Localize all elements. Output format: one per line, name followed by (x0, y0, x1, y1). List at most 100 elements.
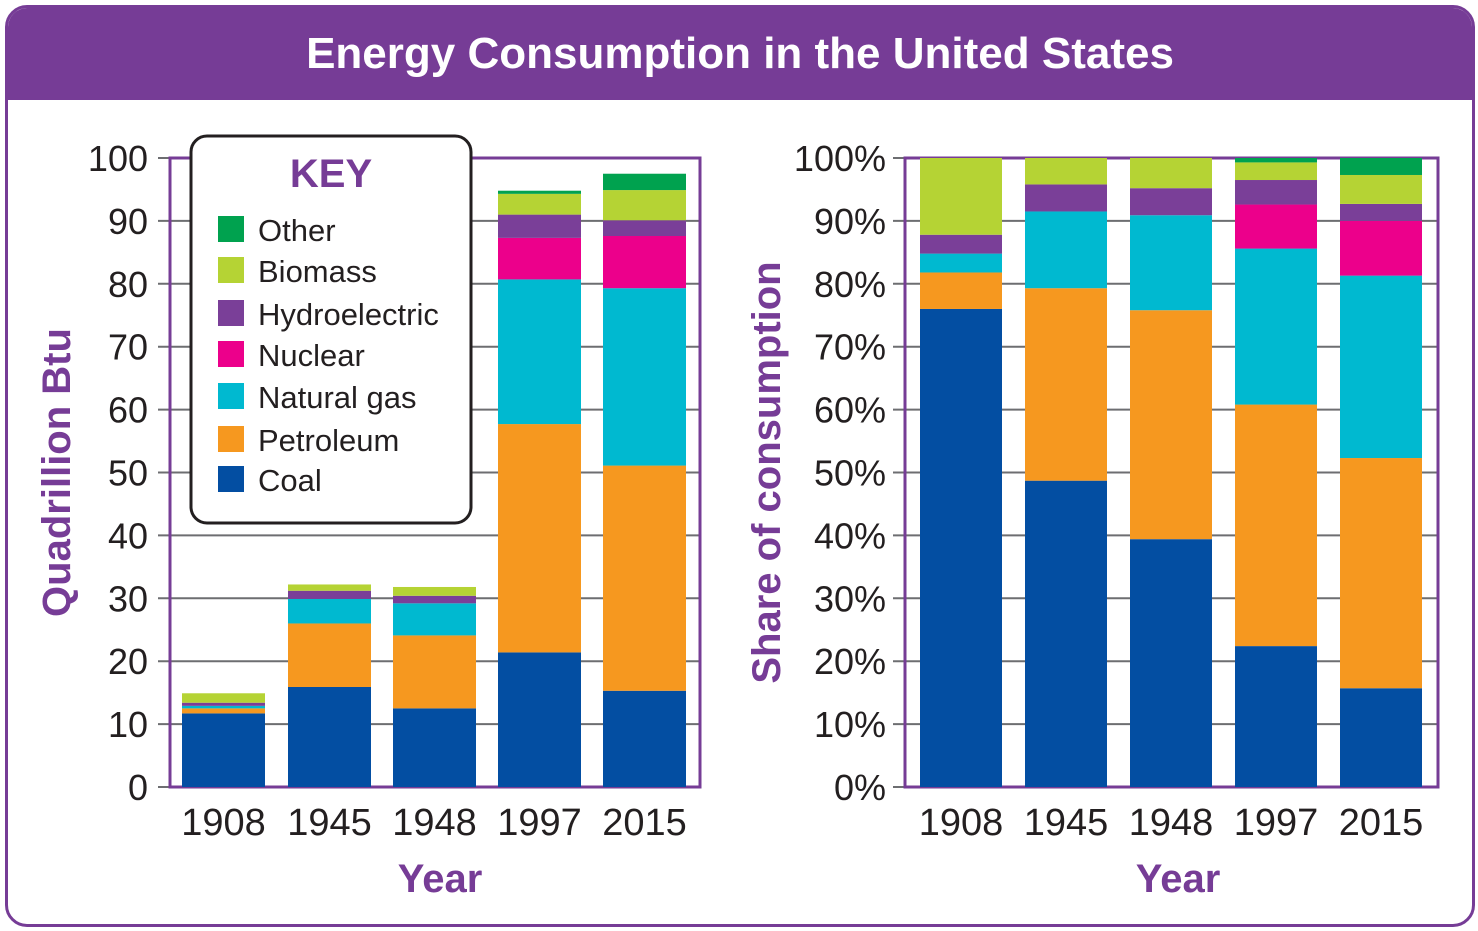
bar-segment-coal-2015 (603, 690, 686, 787)
bar-segment-coal-1908 (182, 713, 265, 787)
y-tick-label: 70 (108, 327, 148, 368)
bar-segment-petroleum-1948 (1130, 310, 1212, 540)
bar-segment-natural-gas-1908 (182, 705, 265, 709)
y-tick-label: 80 (108, 264, 148, 305)
bar-segment-petroleum-2015 (1340, 458, 1422, 689)
bar-segment-biomass-2015 (1340, 174, 1422, 204)
bar-segment-petroleum-1908 (182, 708, 265, 714)
y-tick-label: 90 (108, 201, 148, 242)
legend: KEY Other Biomass Hydroelectric Nuclear Natur… (189, 134, 473, 525)
bar-segment-coal-2015 (1340, 688, 1422, 787)
y-tick-label: 20% (814, 641, 886, 682)
legend-label: Other (258, 213, 336, 248)
bar-segment-natural-gas-1948 (393, 603, 476, 636)
y-tick-label: 0 (128, 767, 148, 808)
legend-swatch-hydroelectric (218, 300, 244, 326)
bar-segment-hydroelectric-2015 (1340, 203, 1422, 221)
bar-segment-coal-1908 (920, 308, 1002, 787)
y-tick-label: 100% (794, 138, 886, 179)
legend-label: Biomass (258, 254, 377, 289)
y-tick-label: 40% (814, 515, 886, 556)
bar-segment-petroleum-2015 (603, 465, 686, 691)
y-tick-label: 50% (814, 453, 886, 494)
legend-swatch-coal (218, 466, 244, 492)
bar-segment-natural-gas-1997 (498, 279, 581, 425)
legend-swatch-biomass (218, 257, 244, 283)
y-tick-label: 70% (814, 327, 886, 368)
y-axis-title: Quadrillion Btu (35, 328, 79, 617)
bar-segment-natural-gas-2015 (1340, 275, 1422, 459)
bar-segment-coal-1997 (498, 652, 581, 787)
bar-segment-coal-1948 (1130, 539, 1212, 787)
bar-segment-hydroelectric-1908 (920, 234, 1002, 254)
chart-panel-1: 0 10 20 30 40 50 60 70 80 90 100 1908 1945 1948 1997 20… (35, 138, 702, 901)
bar-segment-petroleum-1997 (498, 424, 581, 653)
y-tick-label: 80% (814, 264, 886, 305)
legend-box (189, 134, 473, 525)
bar-segment-hydroelectric-2015 (603, 220, 686, 236)
x-tick-label: 1908 (181, 802, 266, 844)
bar-segment-biomass-1948 (393, 586, 476, 596)
bar-segment-hydroelectric-1945 (288, 590, 371, 599)
bar-segment-biomass-1908 (920, 158, 1002, 235)
bar-segment-nuclear-2015 (1340, 220, 1422, 276)
chart-panel-2: 0% 10% 20% 30% 40% 50% 60% 70% 80% 90% 100% 1908 194… (745, 138, 1440, 901)
y-tick-label: 60% (814, 390, 886, 431)
bar-segment-other-2015 (603, 173, 686, 191)
y-tick-label: 20 (108, 641, 148, 682)
bar-segment-biomass-1997 (498, 193, 581, 215)
bar-segment-hydroelectric-1997 (498, 214, 581, 238)
x-tick-label: 1945 (287, 802, 372, 844)
bar-segment-petroleum-1945 (1025, 288, 1107, 481)
y-tick-label: 60 (108, 390, 148, 431)
x-tick-label: 1948 (1129, 802, 1214, 844)
y-tick-label: 0% (834, 767, 886, 808)
x-tick-label: 1997 (1234, 802, 1319, 844)
bar-segment-hydroelectric-1908 (182, 702, 265, 706)
bar-segment-hydroelectric-1948 (393, 595, 476, 604)
bar-segment-hydroelectric-1948 (1130, 188, 1212, 216)
bar-segment-other-1997 (1235, 158, 1317, 163)
bar-segment-nuclear-1997 (1235, 204, 1317, 249)
bar-segment-biomass-1948 (1130, 158, 1212, 189)
y-tick-label: 30% (814, 578, 886, 619)
bar-segment-petroleum-1948 (393, 635, 476, 709)
legend-label: Petroleum (258, 423, 399, 458)
bar-segment-natural-gas-1997 (1235, 248, 1317, 405)
bar-segment-hydroelectric-1945 (1025, 184, 1107, 212)
bar-segment-natural-gas-1945 (1025, 211, 1107, 289)
x-tick-label: 1908 (919, 802, 1004, 844)
bar-segment-petroleum-1945 (288, 623, 371, 687)
bar-segment-natural-gas-1945 (288, 598, 371, 624)
x-tick-label: 1997 (497, 802, 582, 844)
x-tick-label: 2015 (1339, 802, 1424, 844)
bar-segment-natural-gas-1908 (920, 253, 1002, 273)
bar-segment-other-1997 (498, 190, 581, 194)
bar-segment-nuclear-2015 (603, 235, 686, 289)
legend-swatch-petroleum (218, 426, 244, 452)
chart-title: Energy Consumption in the United States (8, 8, 1472, 100)
legend-swatch-natural-gas (218, 383, 244, 409)
bar-segment-biomass-1997 (1235, 162, 1317, 181)
bar-segment-coal-1945 (288, 686, 371, 787)
bar-segment-biomass-1908 (182, 693, 265, 703)
bar-segment-petroleum-1908 (920, 272, 1002, 309)
bar-segment-coal-1948 (393, 708, 476, 787)
bar-segment-biomass-1945 (288, 584, 371, 591)
bar-segment-biomass-1945 (1025, 158, 1107, 185)
y-tick-label: 40 (108, 515, 148, 556)
legend-title: KEY (290, 152, 373, 196)
bar-segment-coal-1997 (1235, 646, 1317, 787)
y-axis-title: Share of consumption (745, 261, 789, 683)
x-tick-label: 2015 (602, 802, 687, 844)
bar-segment-natural-gas-1948 (1130, 215, 1212, 311)
x-axis-title: Year (398, 857, 483, 901)
y-tick-label: 10 (108, 704, 148, 745)
x-tick-label: 1945 (1024, 802, 1109, 844)
bar-segment-petroleum-1997 (1235, 404, 1317, 647)
legend-swatch-nuclear (218, 341, 244, 367)
x-tick-label: 1948 (392, 802, 477, 844)
legend-label: Coal (258, 463, 322, 498)
legend-swatch-other (218, 216, 244, 242)
y-tick-label: 50 (108, 453, 148, 494)
